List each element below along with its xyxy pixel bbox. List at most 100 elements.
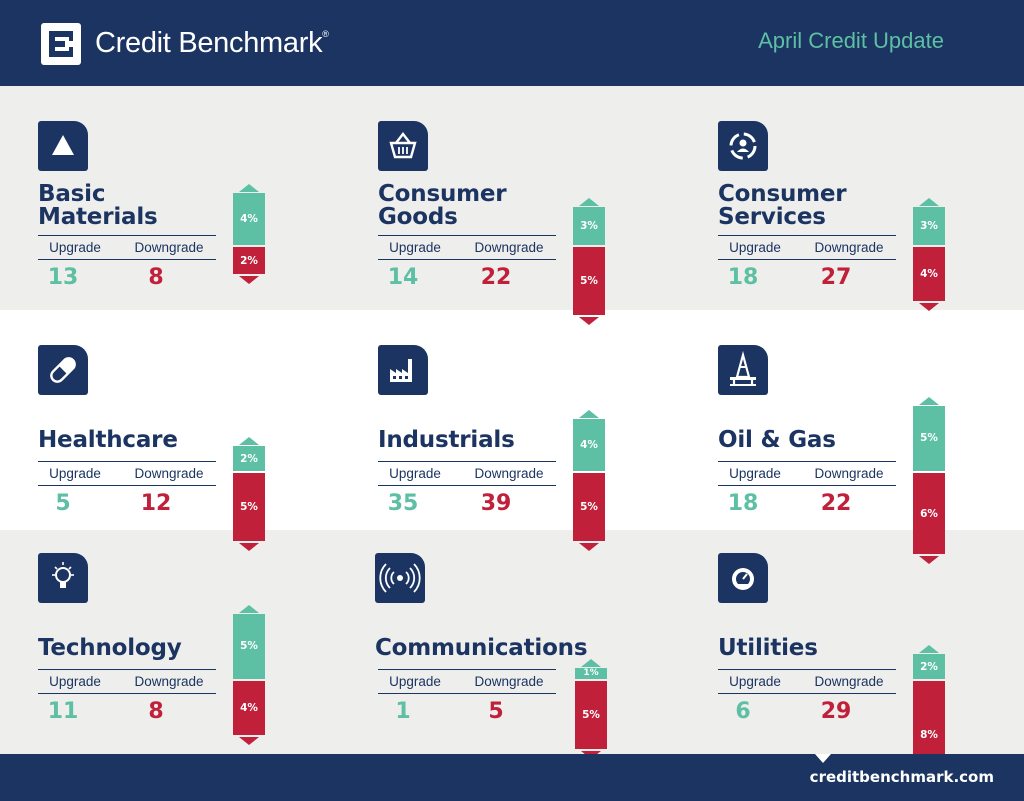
upgrade-pct-label: 4% (240, 213, 258, 225)
down-arrow (579, 542, 599, 551)
sector-title: Communications (375, 637, 588, 660)
divider (718, 235, 896, 236)
upgrade-pct-label: 3% (920, 219, 938, 232)
row-band-3 (0, 530, 1024, 754)
down-arrow (239, 276, 259, 284)
upgrade-bar (573, 419, 605, 471)
upgrade-count: 1 (395, 699, 411, 724)
sector-card: Consumer Goods Upgrade Downgrade 14 22 3% 5% (378, 121, 678, 325)
up-arrow (239, 604, 259, 613)
upgrade-label: Upgrade (49, 466, 101, 481)
up-arrow (239, 184, 259, 192)
sector-title-line: Technology (38, 635, 182, 661)
up-arrow (581, 658, 601, 667)
downgrade-label: Downgrade (814, 240, 884, 255)
downgrade-count: 39 (480, 491, 512, 516)
sector-icon-box (718, 121, 768, 171)
change-gauge: 3% 4% (913, 121, 945, 341)
upgrade-count: 18 (727, 491, 759, 516)
upgrade-count: 35 (387, 491, 419, 516)
upgrade-bar (913, 654, 945, 679)
upgrade-label: Upgrade (49, 240, 101, 255)
divider (38, 485, 216, 486)
sector-card: Consumer Services Upgrade Downgrade 18 27 3% 4% (718, 121, 1018, 321)
downgrade-bar (573, 247, 605, 315)
downgrade-count: 27 (820, 265, 852, 290)
downgrade-label: Downgrade (134, 240, 204, 255)
downgrade-bar (913, 247, 945, 301)
sector-card: Oil & Gas Upgrade Downgrade 18 22 5% 6% (718, 345, 1018, 564)
upgrade-pct-label: 2% (240, 452, 258, 465)
change-gauge: 4% 5% (573, 345, 605, 565)
sector-title: Technology (38, 637, 238, 660)
sector-icon-box (375, 553, 425, 603)
sector-card: Healthcare Upgrade Downgrade 5 12 2% 5% (38, 345, 338, 551)
up-arrow (919, 197, 939, 206)
row-band-2 (0, 310, 1024, 530)
sector-title: Consumer Services (718, 183, 918, 229)
sector-card: Industrials Upgrade Downgrade 35 39 4% 5% (378, 345, 678, 551)
upgrade-count: 6 (735, 699, 751, 724)
downgrade-bar (575, 681, 607, 749)
up-arrow (239, 437, 259, 445)
divider (38, 669, 216, 670)
divider (378, 693, 556, 694)
upgrade-count: 14 (387, 265, 419, 290)
downgrade-label: Downgrade (814, 466, 884, 481)
upgrade-bar (913, 405, 945, 471)
upgrade-label: Upgrade (389, 466, 441, 481)
upgrade-label: Upgrade (729, 240, 781, 255)
downgrade-count: 29 (820, 699, 852, 724)
upgrade-bar (233, 446, 265, 471)
sector-icon-box (718, 345, 768, 395)
change-gauge: 2% 8% (913, 553, 945, 799)
sector-icon-box (38, 345, 88, 395)
upgrade-pct-label: 5% (240, 640, 258, 653)
footer-notch (815, 754, 831, 763)
upgrade-pct-label: 1% (583, 668, 599, 679)
divider (718, 485, 896, 486)
change-gauge: 4% 2% (233, 121, 265, 341)
sector-icon-box (38, 553, 88, 603)
sector-icon-box (378, 121, 428, 171)
sector-title: Utilities (718, 637, 918, 660)
sector-icon-box (38, 121, 88, 171)
upgrade-pct-label: 2% (920, 660, 938, 673)
upgrade-label: Upgrade (729, 466, 781, 481)
header-bar (0, 0, 1024, 86)
update-title: April Credit Update (758, 28, 944, 53)
downgrade-bar (233, 473, 265, 541)
sector-title-line: Healthcare (38, 427, 178, 453)
downgrade-label: Downgrade (474, 466, 544, 481)
gauge-icon (732, 568, 754, 590)
change-gauge: 3% 5% (573, 121, 605, 341)
divider (378, 485, 556, 486)
change-gauge: 2% 5% (233, 345, 265, 565)
downgrade-pct-label: 5% (240, 500, 258, 513)
upgrade-pct-label: 3% (580, 219, 598, 232)
site-url: creditbenchmark.com (809, 768, 994, 786)
downgrade-pct-label: 4% (920, 268, 938, 280)
up-arrow (919, 396, 939, 405)
up-arrow (579, 410, 599, 418)
downgrade-pct-label: 8% (920, 729, 938, 741)
sector-icon-box (378, 345, 428, 395)
sector-card: Basic Materials Upgrade Downgrade 13 8 4% 2% (38, 121, 338, 321)
credit-benchmark-logo (41, 23, 81, 65)
downgrade-pct-label: 4% (240, 702, 258, 714)
sector-title: Healthcare (38, 429, 238, 452)
pill-icon (50, 357, 76, 383)
down-arrow (579, 316, 599, 325)
sector-title-line: Industrials (378, 427, 515, 453)
downgrade-pct-label: 5% (580, 274, 598, 287)
downgrade-count: 22 (480, 265, 512, 290)
footer-bar (0, 754, 1024, 801)
divider (38, 235, 216, 236)
change-gauge: 1% 5% (575, 553, 607, 773)
divider (378, 669, 556, 670)
row-band-1 (0, 86, 1024, 310)
upgrade-count: 13 (47, 265, 79, 290)
downgrade-label: Downgrade (474, 674, 544, 689)
divider (378, 461, 556, 462)
upgrade-label: Upgrade (49, 674, 101, 689)
